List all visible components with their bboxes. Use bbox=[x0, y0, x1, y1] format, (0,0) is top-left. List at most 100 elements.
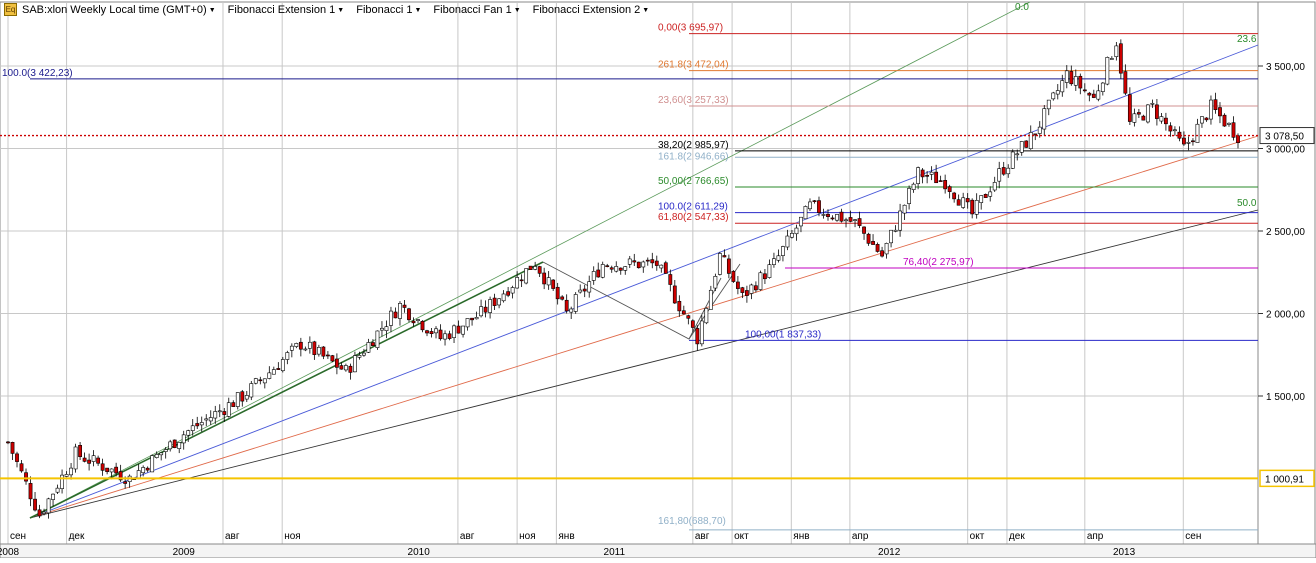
candle-up bbox=[911, 183, 916, 190]
candle-down bbox=[195, 423, 200, 427]
candle-up bbox=[974, 200, 979, 215]
candle-up bbox=[1042, 108, 1047, 130]
indicator-menu[interactable]: Fibonacci 1 ▼ bbox=[356, 4, 421, 16]
indicator-menu[interactable]: Fibonacci Fan 1 ▼ bbox=[433, 4, 520, 16]
candle-up bbox=[1015, 153, 1020, 156]
candle-down bbox=[965, 198, 970, 203]
fib-fan-label: 50.0 bbox=[1237, 198, 1257, 209]
candle-up bbox=[1209, 99, 1213, 120]
candle-up bbox=[141, 467, 146, 474]
candle-up bbox=[204, 418, 209, 421]
candle-up bbox=[776, 255, 781, 261]
candle-up bbox=[803, 206, 808, 220]
candle-down bbox=[1087, 92, 1092, 96]
indicator-menu[interactable]: Fibonacci Extension 1 ▼ bbox=[228, 4, 345, 16]
candle-down bbox=[763, 273, 767, 280]
candle-down bbox=[28, 483, 33, 500]
candle-down bbox=[560, 296, 565, 300]
candle-up bbox=[384, 326, 389, 332]
candle-up bbox=[1173, 129, 1177, 132]
candle-down bbox=[695, 328, 700, 345]
x-tick-label: апр bbox=[1087, 531, 1104, 542]
candle-up bbox=[488, 299, 492, 313]
candle-down bbox=[222, 411, 227, 415]
candle-down bbox=[123, 481, 128, 484]
candle-up bbox=[208, 417, 213, 422]
x-tick-label: ноя bbox=[284, 531, 301, 542]
candle-up bbox=[366, 342, 371, 353]
candle-up bbox=[708, 289, 713, 310]
candle-down bbox=[735, 281, 740, 289]
candle-down bbox=[952, 192, 957, 200]
candle-up bbox=[907, 188, 911, 204]
candle-up bbox=[713, 275, 718, 289]
candle-down bbox=[37, 509, 42, 517]
candle-up bbox=[154, 454, 159, 458]
candle-down bbox=[609, 267, 614, 270]
candle-up bbox=[889, 229, 893, 244]
app-icon[interactable]: Eq bbox=[4, 3, 17, 16]
candle-down bbox=[276, 368, 281, 370]
fib-level-label: 100.0(2 611,29) bbox=[658, 202, 728, 213]
candle-up bbox=[497, 298, 501, 306]
candle-up bbox=[1028, 132, 1033, 150]
candle-down bbox=[100, 463, 105, 471]
candle-down bbox=[105, 467, 110, 472]
y-tick-label: 1 500,00 bbox=[1266, 392, 1305, 403]
candle-up bbox=[997, 168, 1002, 182]
candle-down bbox=[943, 180, 948, 190]
candle-down bbox=[938, 180, 943, 182]
candle-up bbox=[452, 325, 456, 338]
year-label: 2012 bbox=[878, 547, 901, 558]
candle-down bbox=[78, 445, 82, 458]
candle-up bbox=[1200, 116, 1204, 124]
candle-up bbox=[217, 410, 222, 413]
candle-down bbox=[555, 286, 560, 300]
candle-up bbox=[1109, 58, 1114, 60]
indicator-menu[interactable]: Fibonacci Extension 2 ▼ bbox=[533, 4, 650, 16]
candle-up bbox=[614, 266, 619, 272]
fib-level-label: 100,00(1 837,33) bbox=[745, 329, 821, 340]
candle-up bbox=[808, 201, 812, 210]
candle-up bbox=[1195, 123, 1200, 143]
candle-down bbox=[438, 329, 443, 340]
candle-down bbox=[1078, 75, 1083, 89]
candle-up bbox=[785, 235, 790, 248]
price-axis-panel bbox=[1257, 1, 1316, 545]
candle-up bbox=[249, 383, 254, 398]
symbol-menu[interactable]: SAB:xlon Weekly Local time (GMT+0) ▼ bbox=[22, 4, 216, 16]
dropdown-arrow-icon: ▼ bbox=[513, 6, 521, 14]
candle-up bbox=[262, 378, 267, 384]
candle-up bbox=[344, 365, 348, 371]
candle-down bbox=[848, 217, 853, 222]
fib-level-label: 61,80(2 547,33) bbox=[658, 212, 729, 223]
candle-up bbox=[362, 352, 366, 356]
dropdown-arrow-icon: ▼ bbox=[414, 6, 422, 14]
candle-down bbox=[393, 311, 398, 319]
candle-down bbox=[1082, 89, 1087, 92]
support-price-box bbox=[1259, 469, 1315, 488]
candle-down bbox=[920, 169, 925, 178]
candle-up bbox=[717, 253, 722, 275]
fib-level-label: 76,40(2 275,97) bbox=[903, 257, 974, 268]
candle-up bbox=[641, 261, 646, 268]
candle-up bbox=[704, 308, 709, 324]
candle-up bbox=[398, 303, 402, 319]
candle-up bbox=[1145, 104, 1150, 123]
candle-down bbox=[564, 299, 569, 312]
candle-down bbox=[96, 457, 101, 464]
candle-up bbox=[510, 287, 515, 294]
fib-level-label: 261.8(3 472,04) bbox=[658, 60, 729, 71]
candle-down bbox=[371, 342, 375, 346]
candle-down bbox=[1222, 114, 1227, 127]
candle-down bbox=[172, 439, 177, 448]
fib-level-label: 161.8(2 946,66) bbox=[658, 151, 729, 162]
x-tick-label: авг bbox=[695, 531, 710, 542]
candle-up bbox=[353, 355, 357, 373]
menu-label: Fibonacci Fan 1 bbox=[433, 4, 512, 16]
fib-fan-line bbox=[29, 135, 1259, 519]
current-price-box bbox=[1259, 127, 1315, 145]
candle-down bbox=[145, 467, 150, 471]
